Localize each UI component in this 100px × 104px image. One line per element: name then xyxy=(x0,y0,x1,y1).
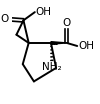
Text: NH₂: NH₂ xyxy=(42,62,62,72)
Text: OH: OH xyxy=(36,7,52,17)
Text: O: O xyxy=(63,18,71,28)
Text: OH: OH xyxy=(78,41,94,51)
Text: O: O xyxy=(0,14,9,24)
Polygon shape xyxy=(51,42,67,44)
